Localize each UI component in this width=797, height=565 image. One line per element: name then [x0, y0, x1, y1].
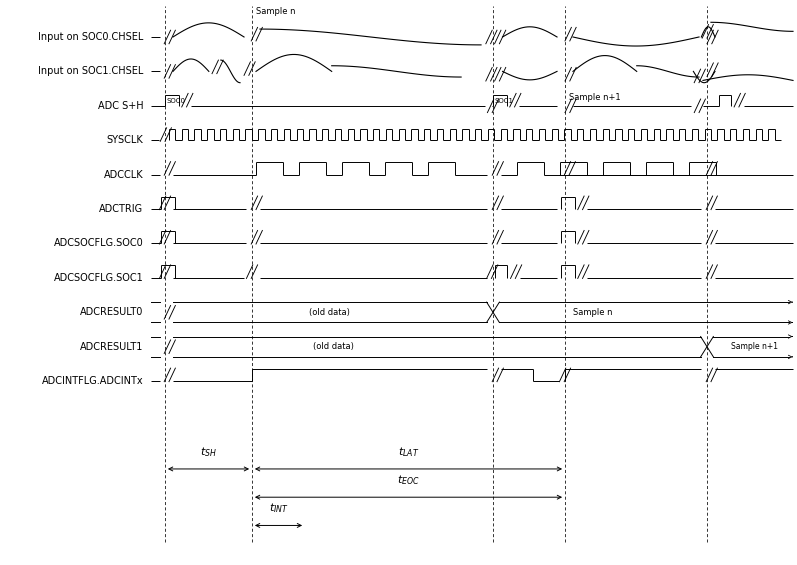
Text: Input on SOC1.CHSEL: Input on SOC1.CHSEL — [38, 67, 143, 76]
Text: $t_{INT}$: $t_{INT}$ — [269, 502, 289, 515]
Text: SYSCLK: SYSCLK — [107, 135, 143, 145]
Text: Sample n+1: Sample n+1 — [569, 93, 621, 102]
Text: Sample n: Sample n — [256, 7, 296, 15]
Text: $t_{EOC}$: $t_{EOC}$ — [397, 473, 420, 487]
Text: ADC S+H: ADC S+H — [98, 101, 143, 111]
Text: Sample n+1: Sample n+1 — [732, 342, 779, 351]
Text: ADCTRIG: ADCTRIG — [100, 204, 143, 214]
Text: $t_{LAT}$: $t_{LAT}$ — [398, 445, 419, 459]
Text: SOC1: SOC1 — [495, 98, 513, 104]
Text: (old data): (old data) — [312, 342, 353, 351]
Text: (old data): (old data) — [309, 308, 350, 317]
Text: ADCINTFLG.ADCINTx: ADCINTFLG.ADCINTx — [41, 376, 143, 386]
Text: ADCRESULT1: ADCRESULT1 — [80, 342, 143, 351]
Text: $t_{SH}$: $t_{SH}$ — [200, 445, 217, 459]
Text: Sample n: Sample n — [574, 308, 613, 317]
Text: ADCSOCFLG.SOC0: ADCSOCFLG.SOC0 — [53, 238, 143, 249]
Text: ADCSOCFLG.SOC1: ADCSOCFLG.SOC1 — [53, 273, 143, 283]
Text: Input on SOC0.CHSEL: Input on SOC0.CHSEL — [38, 32, 143, 42]
Text: ADCRESULT0: ADCRESULT0 — [80, 307, 143, 318]
Text: SOC0: SOC0 — [167, 98, 186, 104]
Text: ADCCLK: ADCCLK — [104, 170, 143, 180]
